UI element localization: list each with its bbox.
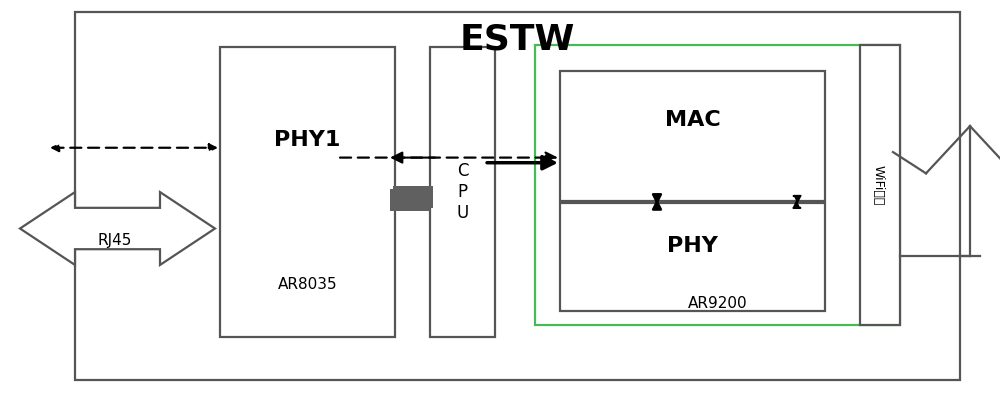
Text: RJ45: RJ45 xyxy=(98,233,132,248)
Polygon shape xyxy=(20,192,215,265)
Bar xyxy=(75,12,960,380)
Text: MAC: MAC xyxy=(665,110,720,130)
Text: ESTW: ESTW xyxy=(460,22,575,56)
Text: AR8035: AR8035 xyxy=(278,277,337,292)
Bar xyxy=(430,47,495,337)
Bar xyxy=(393,186,433,208)
Bar xyxy=(560,71,825,201)
Text: PHY: PHY xyxy=(667,236,718,256)
Bar xyxy=(390,189,430,211)
Bar xyxy=(860,45,900,325)
Bar xyxy=(535,45,900,325)
Text: WiFi网卡: WiFi网卡 xyxy=(872,165,885,205)
Bar xyxy=(560,203,825,311)
Bar xyxy=(220,47,395,337)
Text: C
P
U: C P U xyxy=(456,162,469,222)
Text: AR9200: AR9200 xyxy=(688,296,747,311)
Text: PHY1: PHY1 xyxy=(274,130,341,150)
